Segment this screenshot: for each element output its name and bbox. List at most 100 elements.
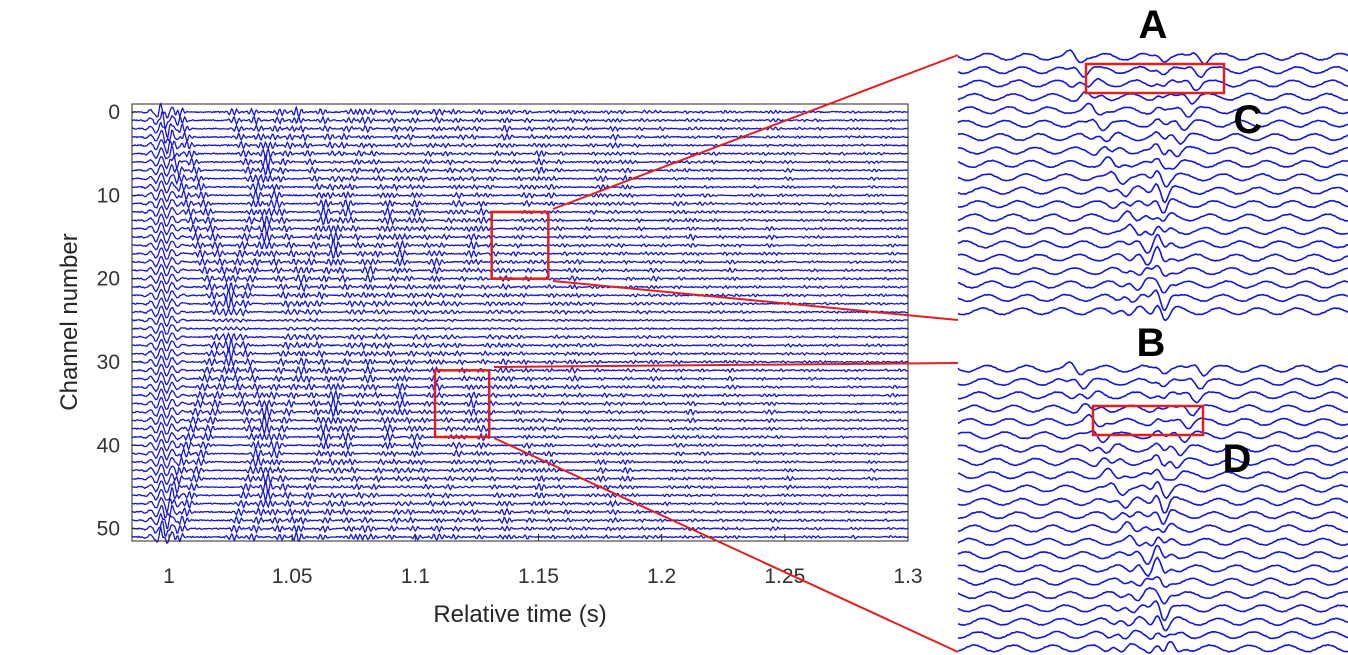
channel-trace <box>131 288 909 303</box>
connector-line <box>552 280 959 321</box>
channel-trace <box>131 111 908 130</box>
x-tick-label: 1.3 <box>893 565 922 588</box>
zoom-trace <box>957 614 1348 632</box>
channel-trace <box>131 512 909 530</box>
channel-trace <box>131 388 909 402</box>
channel-trace <box>131 430 909 445</box>
channel-trace <box>131 380 909 395</box>
x-tick-label: 1.25 <box>764 565 805 588</box>
zoom-trace <box>957 454 1348 469</box>
zoom-panel-b <box>957 361 1348 655</box>
zoom-trace <box>957 600 1348 622</box>
channel-trace <box>131 396 909 412</box>
channel-trace <box>131 363 909 377</box>
zoom-panel-a <box>957 49 1348 322</box>
zoom-trace <box>957 223 1348 236</box>
zoom-trace <box>957 402 1348 417</box>
zoom-trace <box>957 544 1348 565</box>
channel-trace <box>131 439 909 452</box>
y-axis-label: Channel number <box>56 233 83 410</box>
channel-trace <box>131 347 909 362</box>
zoom-trace <box>957 534 1348 547</box>
connector-line <box>493 362 959 368</box>
channel-trace <box>131 264 909 277</box>
panel-label-a: A <box>1139 3 1168 47</box>
channel-trace <box>131 280 908 294</box>
zoom-trace <box>957 586 1348 605</box>
main-traces <box>131 102 909 545</box>
zoom-trace <box>957 467 1348 481</box>
x-axis-label: Relative time (s) <box>433 601 606 628</box>
channel-trace <box>131 354 909 369</box>
channel-trace <box>131 421 909 437</box>
zoom-trace <box>957 90 1348 106</box>
highlight-box-d <box>1091 404 1205 437</box>
zoom-box-a <box>490 210 550 280</box>
channel-trace <box>131 330 909 345</box>
channel-trace <box>131 486 909 504</box>
y-tick-label: 50 <box>97 518 120 541</box>
channel-trace <box>131 305 909 319</box>
channel-trace <box>132 129 909 144</box>
channel-trace <box>131 143 909 161</box>
zoom-trace <box>957 521 1348 534</box>
zoom-trace <box>957 377 1348 390</box>
zoom-trace <box>957 629 1348 640</box>
channel-trace <box>131 188 909 203</box>
channel-trace <box>131 139 909 155</box>
zoom-trace <box>957 156 1348 171</box>
zoom-trace <box>957 143 1348 158</box>
channel-trace <box>131 496 909 515</box>
zoom-trace <box>957 304 1348 322</box>
channel-trace <box>131 197 909 211</box>
x-tick-label: 1 <box>163 565 175 588</box>
channel-trace <box>131 102 909 120</box>
channel-trace <box>131 153 909 171</box>
channel-trace <box>132 504 908 519</box>
channel-trace <box>131 297 909 312</box>
channel-trace <box>132 238 909 252</box>
zoom-connectors <box>493 54 959 653</box>
channel-trace <box>131 313 908 328</box>
panel-b-traces <box>957 361 1348 654</box>
zoom-trace <box>957 210 1348 223</box>
channel-trace <box>131 464 909 477</box>
zoom-trace <box>957 65 1348 79</box>
channel-trace <box>131 222 909 236</box>
channel-trace <box>131 446 909 462</box>
zoom-trace <box>957 170 1348 188</box>
y-tick-label: 30 <box>97 351 120 374</box>
zoom-trace <box>957 233 1348 254</box>
channel-trace <box>131 322 909 335</box>
x-tick-label: 1.05 <box>272 565 313 588</box>
channel-trace <box>131 413 909 427</box>
zoom-trace <box>957 556 1348 578</box>
box-label-d: D <box>1223 437 1252 481</box>
y-tick-label: 10 <box>97 184 120 207</box>
channel-trace <box>131 478 909 496</box>
zoom-trace <box>957 264 1348 278</box>
channel-trace <box>131 255 909 270</box>
zoom-trace <box>957 361 1348 377</box>
zoom-trace <box>957 494 1348 514</box>
zoom-trace <box>957 182 1348 204</box>
channel-trace <box>131 471 909 487</box>
x-tick-label: 1.15 <box>518 565 559 588</box>
zoom-trace <box>957 640 1348 654</box>
zoom-box-b <box>433 369 491 439</box>
zoom-trace <box>957 77 1348 92</box>
panel-a-traces <box>957 49 1348 322</box>
channel-trace <box>131 121 909 139</box>
zoom-trace <box>957 277 1348 294</box>
panel-label-b: B <box>1137 321 1166 365</box>
highlight-box-c <box>1084 62 1226 95</box>
main-waveform-plot: 1 1.05 1.1 1.15 1.2 1.25 1.3 0 10 20 30 40 50 Relat… <box>56 101 923 628</box>
zoom-trace <box>957 288 1348 312</box>
zoom-trace <box>957 102 1348 118</box>
channel-trace <box>131 172 908 186</box>
box-label-c: C <box>1234 98 1263 142</box>
zoom-trace <box>957 118 1348 132</box>
zoom-trace <box>957 508 1348 526</box>
connector-line <box>493 437 959 653</box>
